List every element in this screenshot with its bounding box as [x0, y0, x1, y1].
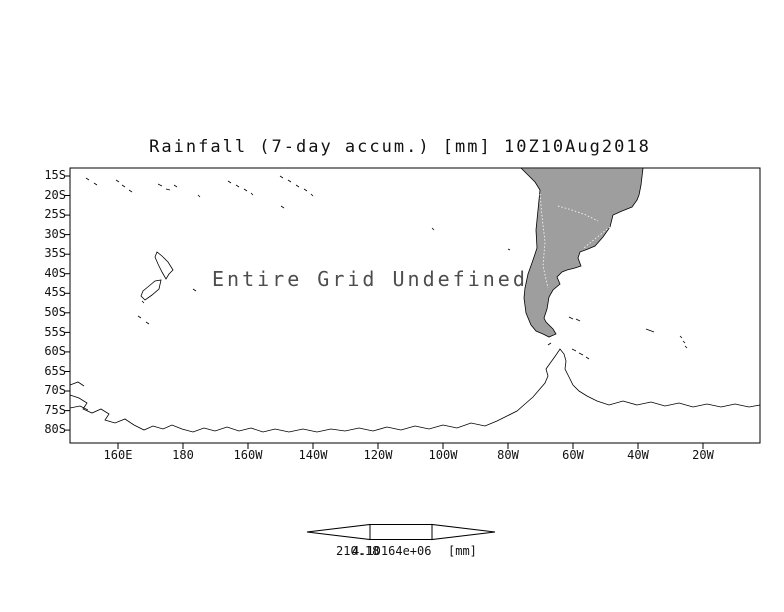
x-axis-label: 180 [172, 448, 194, 462]
south-georgia-island [645, 328, 655, 333]
atlantic-islands [568, 316, 688, 349]
y-axis-label: 50S [44, 305, 66, 319]
y-axis-label: 35S [44, 246, 66, 260]
x-axis-label: 100W [428, 448, 458, 462]
new-zealand-north-island [154, 251, 174, 280]
coastlines-layer [69, 167, 761, 433]
colorbar-right-arrowhead [431, 523, 496, 541]
colorbar-min-label: 210.18 [336, 544, 380, 558]
y-axis-label: 75S [44, 403, 66, 417]
undefined-grid-message: Entire Grid Undefined [212, 267, 528, 291]
x-axis-label: 160W [233, 448, 263, 462]
stewart-island [141, 300, 145, 304]
x-axis-label: 160E [103, 448, 133, 462]
y-axis-label: 70S [44, 383, 66, 397]
x-axis-label: 60W [562, 448, 584, 462]
pacific-islands [85, 175, 511, 325]
colorbar-middle-segment [369, 524, 433, 540]
new-zealand-south-island [140, 279, 162, 301]
falkland-islands [568, 316, 581, 322]
country-borders [539, 193, 611, 289]
colorbar-left-arrowhead [306, 523, 371, 541]
x-axis-label: 140W [298, 448, 328, 462]
x-axis-label: 120W [363, 448, 393, 462]
y-axis-label: 30S [44, 227, 66, 241]
y-axis-label: 60S [44, 344, 66, 358]
y-axis-label: 80S [44, 422, 66, 436]
colorbar-arrow [306, 523, 496, 541]
south-sandwich-islands [679, 335, 688, 349]
antarctica-coastline [69, 348, 761, 433]
plot-title: Rainfall (7-day accum.) [mm] 10Z10Aug201… [149, 137, 651, 157]
colorbar-max-label: 4.10164e+06 [352, 544, 432, 558]
y-axis-label: 15S [44, 168, 66, 182]
y-axis-label: 45S [44, 285, 66, 299]
y-axis-ticks [64, 175, 70, 431]
map-frame [69, 167, 761, 444]
y-axis-label: 55S [44, 325, 66, 339]
x-axis-label: 80W [497, 448, 519, 462]
y-axis-label: 40S [44, 266, 66, 280]
x-axis-label: 20W [692, 448, 714, 462]
y-axis-label: 65S [44, 364, 66, 378]
y-axis-label: 20S [44, 188, 66, 202]
y-axis-label: 25S [44, 207, 66, 221]
x-axis-label: 40W [627, 448, 649, 462]
south-shetland-islands [547, 342, 590, 360]
south-america-landmass [520, 167, 644, 338]
colorbar-units-label: [mm] [448, 544, 477, 558]
x-axis-ticks [117, 443, 704, 449]
antarctica-coast-fragment [69, 381, 89, 411]
